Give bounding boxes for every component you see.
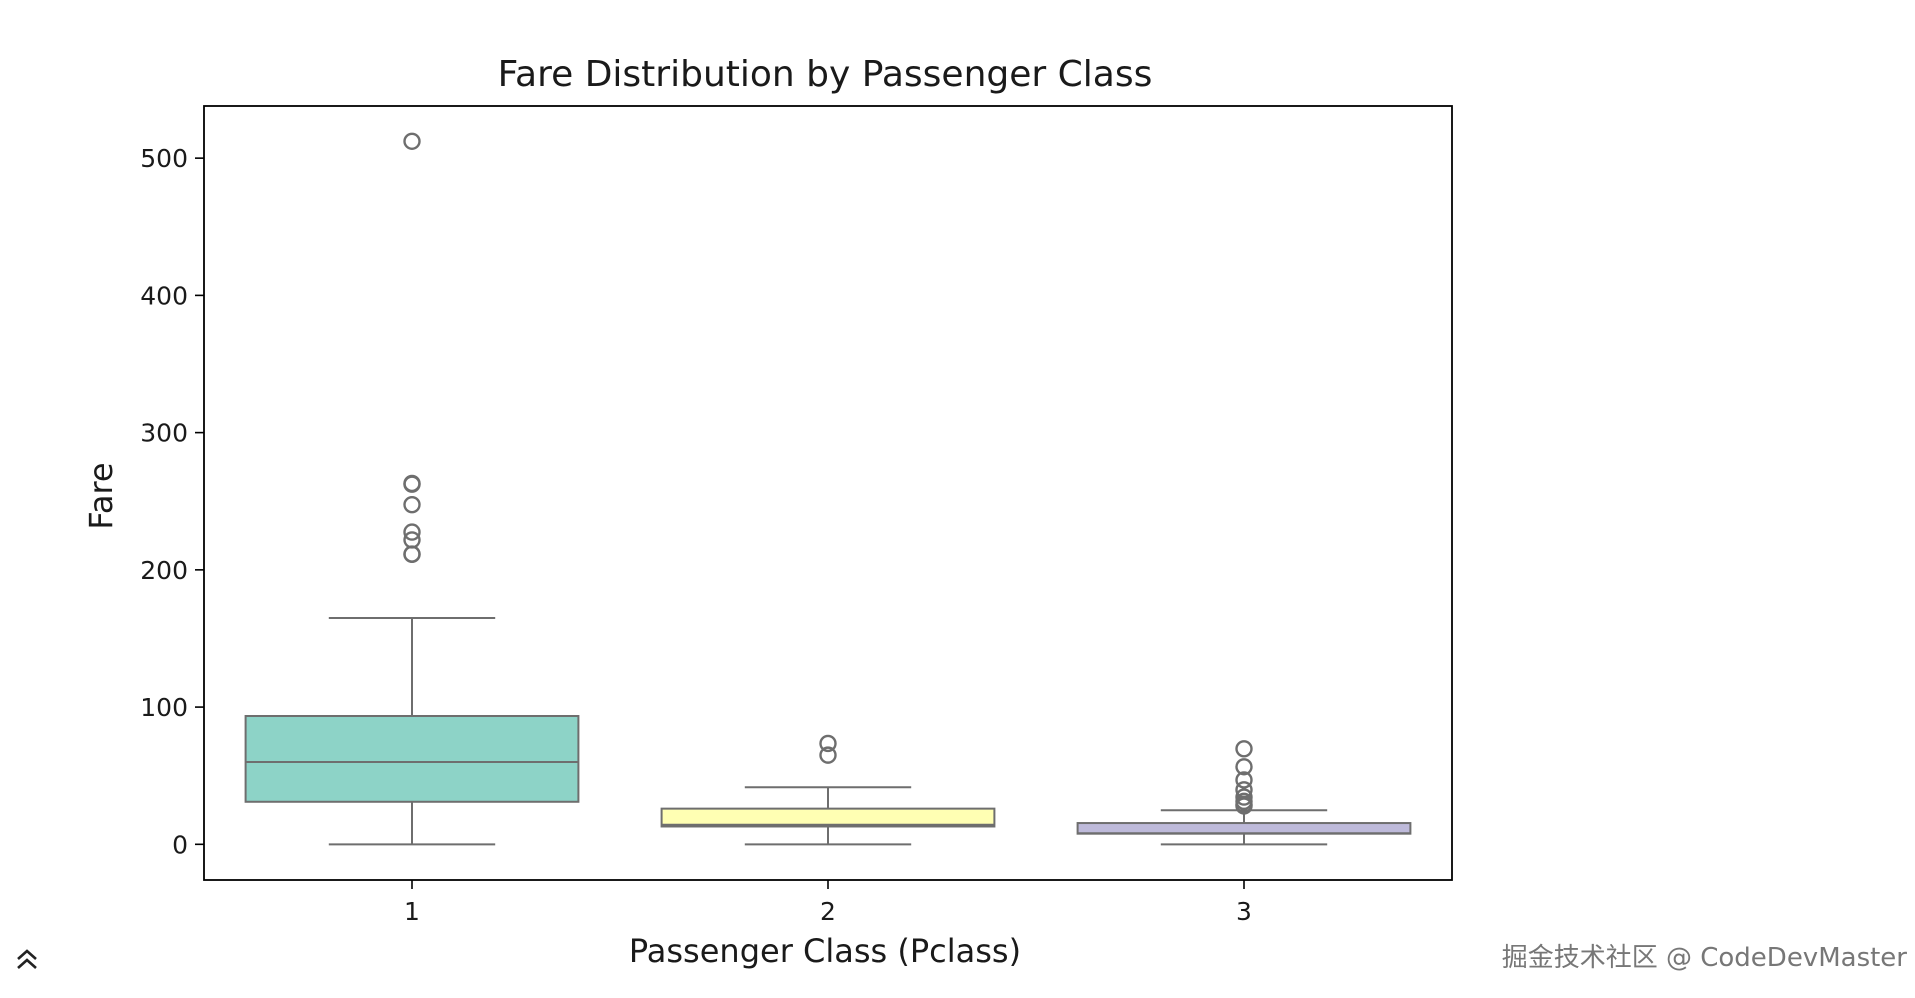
box-group-class-1 — [244, 132, 580, 846]
double-chevron-up-icon — [17, 949, 37, 969]
outlier-point — [403, 545, 421, 563]
outlier-point — [403, 474, 421, 493]
outlier-point — [1235, 740, 1253, 758]
y-tick-label: 300 — [140, 419, 188, 448]
iqr-box — [1076, 822, 1412, 835]
y-tick-label: 100 — [140, 693, 188, 722]
x-tick-label: 2 — [820, 897, 836, 926]
outlier-point — [1235, 788, 1253, 806]
x-axis-label: Passenger Class (Pclass) — [629, 932, 1021, 970]
outlier-point — [403, 531, 421, 549]
x-tick-label: 1 — [404, 897, 420, 926]
outlier-point — [403, 495, 421, 514]
y-tick-label: 400 — [140, 281, 188, 310]
iqr-box — [244, 715, 580, 803]
y-tick-label: 0 — [172, 830, 188, 859]
box-group-class-2 — [660, 734, 996, 846]
y-tick-label: 200 — [140, 556, 188, 585]
ticks-layer: 0 100 200 300 400 500 1 2 3 — [140, 144, 1252, 926]
chart-title: Fare Distribution by Passenger Class — [498, 54, 1153, 95]
outlier-point — [403, 523, 421, 541]
boxes-layer — [244, 132, 1412, 846]
y-axis-label: Fare — [82, 462, 120, 529]
outlier-point — [819, 734, 837, 753]
outlier-point — [819, 746, 837, 764]
outlier-point — [1235, 781, 1253, 799]
outlier-point — [1235, 771, 1253, 789]
outlier-point — [403, 132, 421, 150]
scroll-to-top-button[interactable] — [10, 942, 44, 976]
iqr-box — [660, 807, 996, 828]
x-tick-label: 3 — [1236, 897, 1252, 926]
watermark-text: 掘金技术社区 @ CodeDevMaster — [1501, 943, 1907, 973]
y-tick-label: 500 — [140, 144, 188, 173]
box-group-class-3 — [1076, 740, 1412, 846]
outlier-point — [1235, 758, 1253, 776]
